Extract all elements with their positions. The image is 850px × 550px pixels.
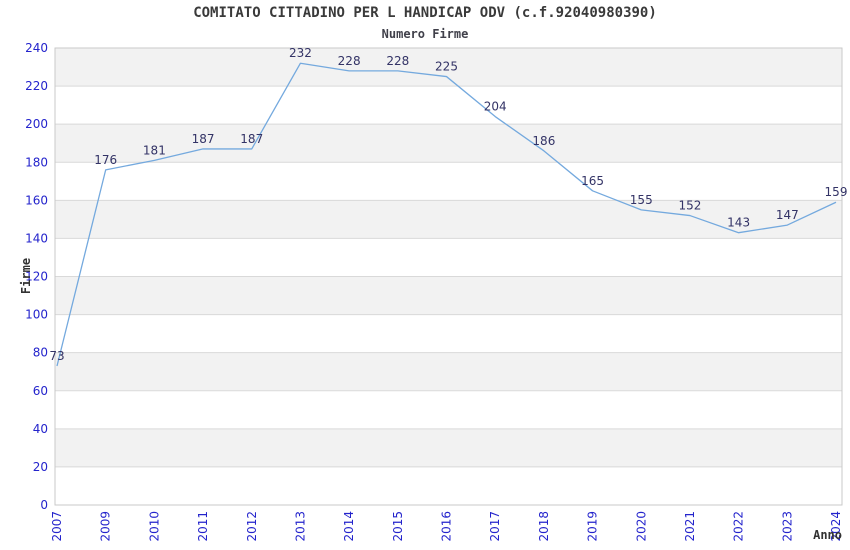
plot-band [55,86,842,125]
y-tick-label: 180 [25,155,48,169]
x-tick-label: 2018 [537,511,551,542]
x-tick-label: 2014 [342,511,356,542]
plot-band [55,428,842,467]
x-tick-label: 2017 [488,511,502,542]
plot-band [55,238,842,277]
x-tick-label: 2009 [99,511,113,542]
data-line-series [56,62,837,367]
data-point-label: 228 [338,54,361,68]
y-tick-label: 220 [25,79,48,93]
x-tick-label: 2011 [196,511,210,542]
x-tick-label: 2023 [780,511,794,542]
data-point-label: 176 [94,153,117,167]
y-axis-title: Firme [19,257,33,295]
x-tick-label: 2019 [586,511,600,542]
data-point-label: 181 [143,143,166,157]
data-point-label: 232 [289,46,312,60]
data-point-label: 204 [484,100,507,114]
y-tick-label: 240 [25,41,48,55]
data-point-label: 225 [435,60,458,74]
y-tick-label: 60 [33,384,48,398]
data-point-label: 147 [776,208,799,222]
chart-title: COMITATO CITTADINO PER L HANDICAP ODV (c… [193,5,657,21]
y-tick-label: 0 [40,498,48,512]
y-tick-label: 200 [25,117,48,131]
x-tick-label: 2021 [683,511,697,542]
x-tick-label: 2020 [634,511,648,542]
plot-band [55,390,842,429]
y-tick-label: 140 [25,231,48,245]
data-point-label: 228 [386,54,409,68]
x-tick-label: 2007 [50,511,64,542]
plot-band [55,314,842,353]
data-point-label: 187 [240,132,263,146]
y-tick-label: 160 [25,193,48,207]
data-point-label: 165 [581,174,604,188]
plot-band [55,162,842,201]
plot-band [55,466,842,505]
plot-band [55,200,842,239]
data-point-label: 73 [49,349,64,363]
x-axis-title: Anno [813,528,842,542]
data-point-label: 186 [532,134,555,148]
plot-band [55,352,842,391]
x-tick-label: 2022 [732,511,746,542]
x-tick-label: 2015 [391,511,405,542]
data-point-label: 159 [825,185,848,199]
plot-border [54,47,843,506]
y-tick-label: 120 [25,270,48,284]
x-tick-label: 2024 [829,511,843,542]
y-tick-label: 40 [33,422,48,436]
y-tick-label: 20 [33,460,48,474]
plot-band [55,276,842,315]
data-point-label: 143 [727,216,750,230]
chart-subtitle: Numero Firme [381,27,469,41]
x-tick-label: 2010 [147,511,161,542]
data-point-label: 152 [678,199,701,213]
x-tick-label: 2013 [293,511,307,542]
data-point-label: 187 [192,132,215,146]
y-tick-label: 80 [33,346,48,360]
plot-band [55,48,842,87]
x-tick-label: 2016 [440,511,454,542]
x-tick-label: 2012 [245,511,259,542]
data-point-label: 155 [630,193,653,207]
y-tick-label: 100 [25,308,48,322]
plot-band [55,124,842,163]
